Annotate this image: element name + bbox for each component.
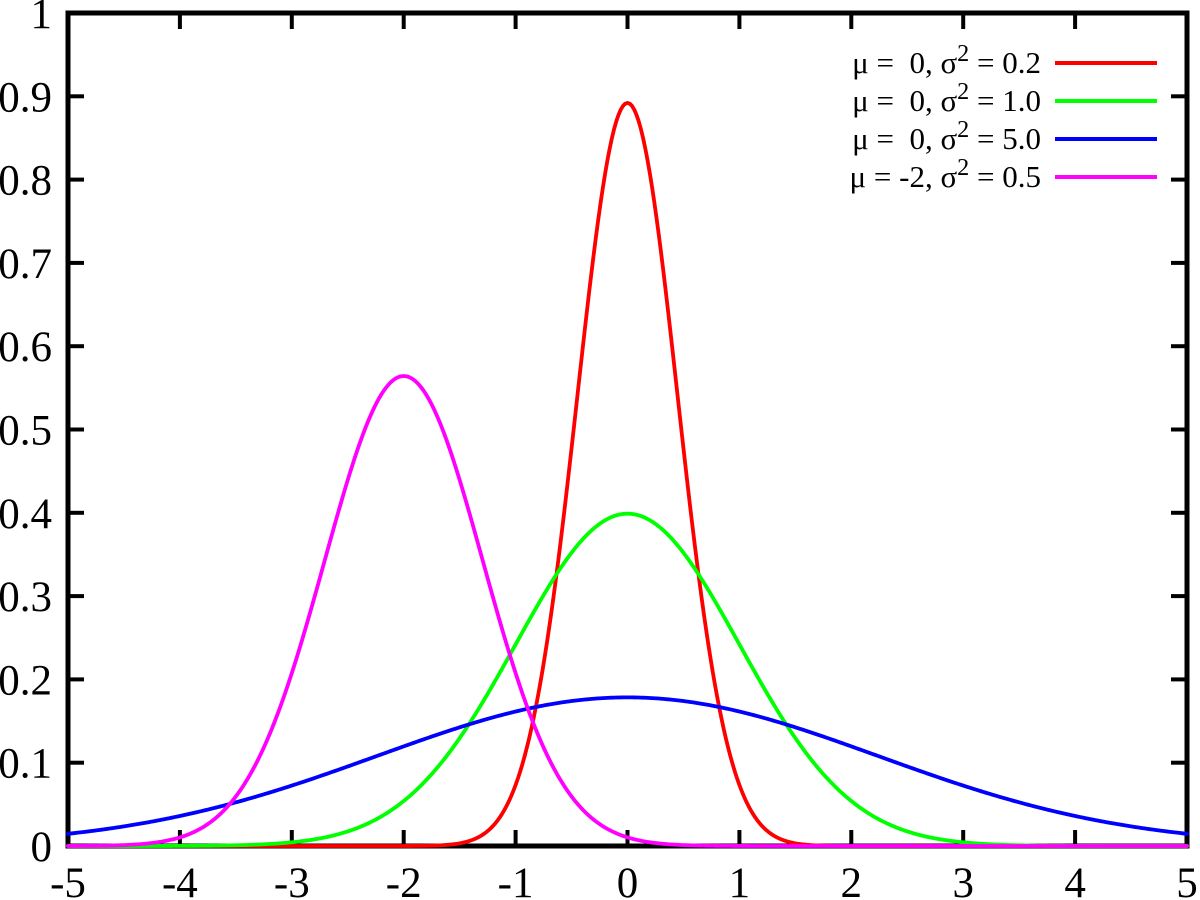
x-tick-label: -1 bbox=[498, 860, 534, 900]
x-tick-label: -5 bbox=[50, 860, 86, 900]
y-tick-label: 0.8 bbox=[0, 158, 52, 205]
legend-label-mu-sigma: μ = 0, σ bbox=[852, 121, 958, 156]
y-tick-label: 0.2 bbox=[0, 657, 52, 704]
sigma-squared-exponent: 2 bbox=[957, 153, 970, 181]
legend-entry: μ = 0, σ2 = 1.0 bbox=[850, 79, 1157, 120]
legend-label: μ = -2, σ2 = 0.5 bbox=[849, 155, 1041, 195]
x-tick-label: 1 bbox=[729, 860, 751, 900]
x-tick-label: 2 bbox=[841, 860, 863, 900]
plot-border bbox=[65, 10, 1190, 849]
legend: μ = 0, σ2 = 0.2 μ = 0, σ2 = 1.0 μ = 0, σ2 … bbox=[849, 41, 1157, 196]
legend-entry: μ = 0, σ2 = 0.2 bbox=[850, 41, 1157, 82]
legend-label-mu-sigma: μ = 0, σ bbox=[852, 83, 958, 118]
legend-line-sample bbox=[1055, 99, 1157, 103]
x-tick-label: -2 bbox=[386, 860, 422, 900]
sigma-squared-exponent: 2 bbox=[957, 39, 970, 67]
legend-line-sample bbox=[1055, 175, 1157, 179]
legend-label-value: = 0.5 bbox=[969, 159, 1041, 194]
legend-label-value: = 1.0 bbox=[969, 83, 1041, 118]
y-tick-label: 0.3 bbox=[0, 574, 52, 621]
gaussian-curve-0 bbox=[66, 101, 1189, 848]
legend-line-sample bbox=[1055, 61, 1157, 65]
legend-label-mu-sigma: μ = -2, σ bbox=[849, 159, 958, 194]
x-tick-label: -3 bbox=[274, 860, 310, 900]
y-tick-label: 0.4 bbox=[0, 491, 52, 538]
y-tick-label: 1 bbox=[31, 0, 53, 38]
x-tick-label: 3 bbox=[952, 860, 974, 900]
legend-label-value: = 0.2 bbox=[969, 45, 1041, 80]
legend-line-sample bbox=[1055, 137, 1157, 141]
sigma-squared-exponent: 2 bbox=[957, 115, 970, 143]
legend-entry: μ = -2, σ2 = 0.5 bbox=[849, 155, 1157, 196]
gaussian-curve-3 bbox=[66, 374, 1189, 848]
legend-entry: μ = 0, σ2 = 5.0 bbox=[850, 117, 1157, 158]
y-tick-label: 0.6 bbox=[0, 324, 52, 371]
legend-label: μ = 0, σ2 = 1.0 bbox=[852, 79, 1041, 119]
y-tick-label: 0.7 bbox=[0, 241, 52, 288]
sigma-squared-exponent: 2 bbox=[957, 77, 970, 105]
legend-label: μ = 0, σ2 = 5.0 bbox=[852, 117, 1041, 157]
legend-label: μ = 0, σ2 = 0.2 bbox=[852, 41, 1041, 81]
legend-label-value: = 5.0 bbox=[969, 121, 1041, 156]
x-tick-label: 0 bbox=[617, 860, 639, 900]
y-tick-label: 0 bbox=[31, 824, 53, 871]
y-tick-label: 0.9 bbox=[0, 74, 52, 121]
y-tick-label: 0.1 bbox=[0, 741, 52, 788]
legend-label-mu-sigma: μ = 0, σ bbox=[852, 45, 958, 80]
x-tick-label: -4 bbox=[162, 860, 198, 900]
gaussian-curve-2 bbox=[66, 695, 1189, 836]
x-tick-label: 5 bbox=[1176, 860, 1198, 900]
y-tick-label: 0.5 bbox=[0, 408, 52, 455]
x-tick-label: 4 bbox=[1064, 860, 1086, 900]
